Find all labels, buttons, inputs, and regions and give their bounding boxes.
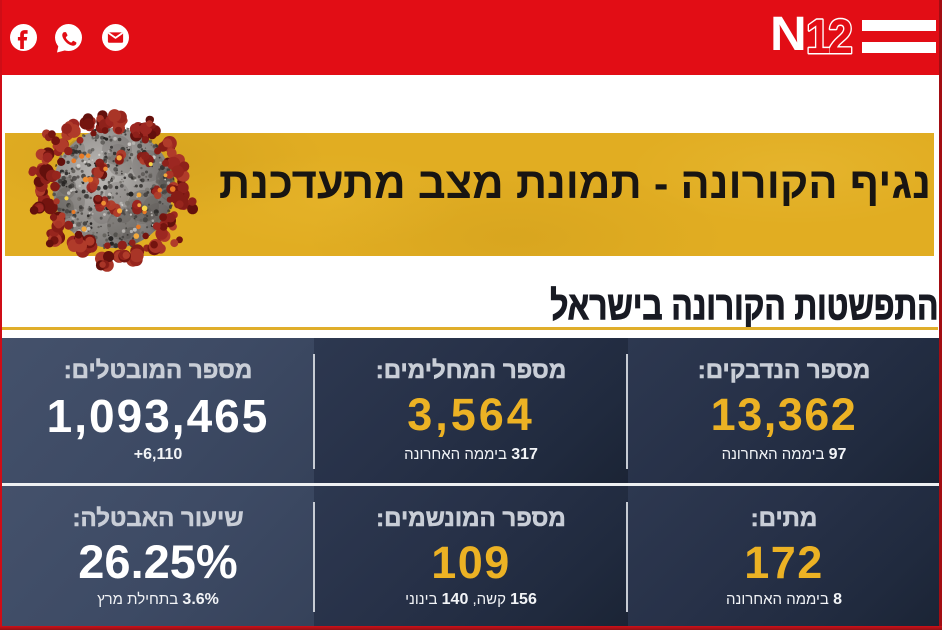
svg-text:12: 12 [806,9,851,62]
